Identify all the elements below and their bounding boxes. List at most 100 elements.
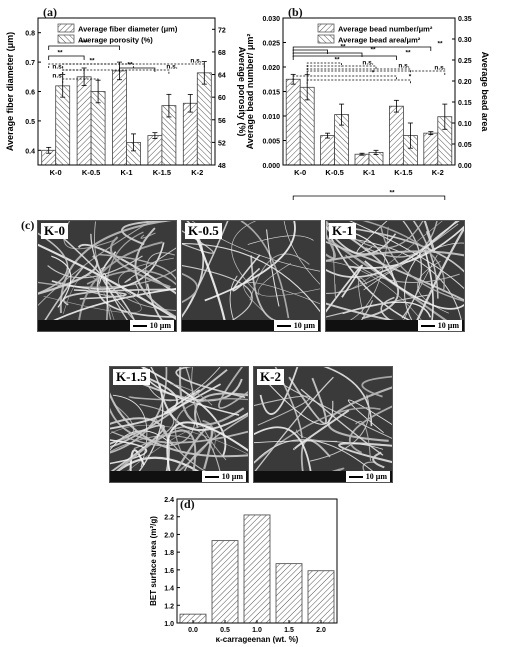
significance-bracket: [48, 55, 85, 60]
scale-bar: 10 μm: [129, 320, 174, 331]
fiber: [232, 254, 261, 292]
x-tick-label: K-1.5: [394, 168, 412, 177]
bar: [211, 540, 239, 624]
fiber: [38, 255, 99, 295]
significance-bracket: [48, 45, 120, 50]
y2-tick-label: 56: [218, 118, 226, 125]
significance-bracket: [292, 52, 363, 57]
bar: [275, 563, 303, 624]
fiber: [140, 232, 156, 239]
fiber: [121, 221, 167, 246]
y-tick-label: 1.2: [164, 603, 174, 610]
x-tick-label: K-1: [363, 168, 375, 177]
fiber: [361, 375, 392, 398]
fiber: [326, 232, 336, 260]
significance-label: n.s.: [434, 65, 445, 72]
fiber: [63, 221, 117, 250]
legend-swatch: [57, 34, 75, 44]
significance-bracket: [306, 79, 411, 84]
y2-tick-label: 72: [218, 27, 226, 34]
x-tick-label: K-0: [50, 168, 62, 177]
y-tick-label: 0.015: [262, 90, 280, 97]
fiber: [85, 282, 140, 299]
micrograph-info-bar: [110, 471, 248, 482]
micrograph-label: K-0.5: [185, 223, 222, 239]
y-tick-label: 0.020: [262, 65, 280, 72]
scale-bar: 10 μm: [273, 320, 318, 331]
fiber: [326, 250, 464, 262]
fiber: [326, 236, 463, 331]
fiber: [140, 367, 227, 457]
bar-left: [354, 153, 370, 166]
bar-left: [388, 105, 404, 166]
bar-left: [320, 135, 336, 166]
fiber: [142, 367, 240, 416]
x-tick-label: 1.5: [284, 627, 294, 634]
significance-label: **: [437, 41, 443, 48]
fiber: [191, 226, 228, 331]
fiber: [300, 388, 384, 456]
fiber: [62, 275, 116, 325]
fiber: [191, 221, 320, 272]
y2-tick-label: 0.30: [458, 37, 472, 44]
x-tick-label: K-0.5: [325, 168, 343, 177]
y2-tick-label: 60: [218, 95, 226, 102]
fiber: [364, 260, 464, 310]
fiber: [254, 439, 386, 482]
y-tick-label: 0.6: [25, 90, 35, 97]
fiber: [411, 226, 464, 331]
fiber: [51, 255, 72, 308]
y-axis-label: Average bead number/ μm²: [245, 34, 255, 150]
fiber: [300, 439, 331, 482]
y-axis-label: BET surface area (m²/g): [149, 516, 158, 606]
fiber: [38, 287, 176, 330]
significance-label: n.s.: [52, 73, 63, 80]
legend-label: Average fiber diameter (μm): [78, 25, 178, 34]
fiber: [423, 221, 436, 253]
significance-bracket: [292, 46, 432, 51]
fiber: [204, 221, 296, 302]
legend-swatch: [317, 34, 335, 44]
fiber: [174, 398, 248, 455]
fiber: [362, 461, 377, 482]
significance-bracket: [62, 69, 170, 74]
micrograph-info-bar: [326, 320, 464, 331]
legend-label: Average bead number/μm²: [338, 25, 433, 34]
fiber: [38, 266, 84, 331]
y2-tick-label: 0.15: [458, 100, 472, 107]
scale-bar: 10 μm: [201, 471, 246, 482]
x-tick-label: K-1: [120, 168, 132, 177]
fiber: [333, 236, 464, 331]
fiber: [146, 283, 173, 331]
micrograph-label: K-1: [329, 223, 356, 239]
y2-tick-label: 0.05: [458, 142, 472, 149]
fiber: [182, 243, 320, 313]
y-tick-label: 0.010: [262, 114, 280, 121]
significance-label: n.s.: [52, 64, 63, 71]
fiber: [175, 367, 246, 399]
y2-tick-label: 0.10: [458, 121, 472, 128]
significance-label: n.s.: [362, 60, 373, 67]
significance-label: **: [405, 50, 411, 57]
panel-label-d: (d): [180, 497, 195, 511]
y-tick-label: 2.0: [164, 532, 174, 539]
micrograph-label: K-2: [257, 369, 284, 385]
significance-label: *: [372, 70, 375, 77]
fiber: [111, 367, 197, 447]
legend-label: Average porosity (%): [78, 36, 153, 45]
fiber: [124, 247, 176, 283]
fiber: [277, 381, 392, 439]
y2-axis-label: Average bead area: [480, 52, 490, 133]
micrograph-k-0-5: K-0.5 10 μm: [181, 220, 321, 332]
x-axis-label: κ-carrageenan (wt. %): [216, 635, 299, 644]
significance-label: **: [89, 58, 95, 65]
fiber: [110, 368, 228, 448]
significance-bracket: [62, 78, 99, 83]
chart-a-fiber-diameter-porosity: 0.4 0.5 0.6 0.7 0.8 48 52 56 60 64 68 72 K-0 K-0.5 K-1…: [5, 17, 247, 177]
y-tick-label: 0.000: [262, 163, 280, 170]
fiber: [346, 221, 424, 249]
scale-bar: 10 μm: [417, 320, 462, 331]
y-tick-label: 0.030: [262, 16, 280, 23]
fiber: [417, 261, 449, 314]
fiber: [110, 435, 199, 453]
